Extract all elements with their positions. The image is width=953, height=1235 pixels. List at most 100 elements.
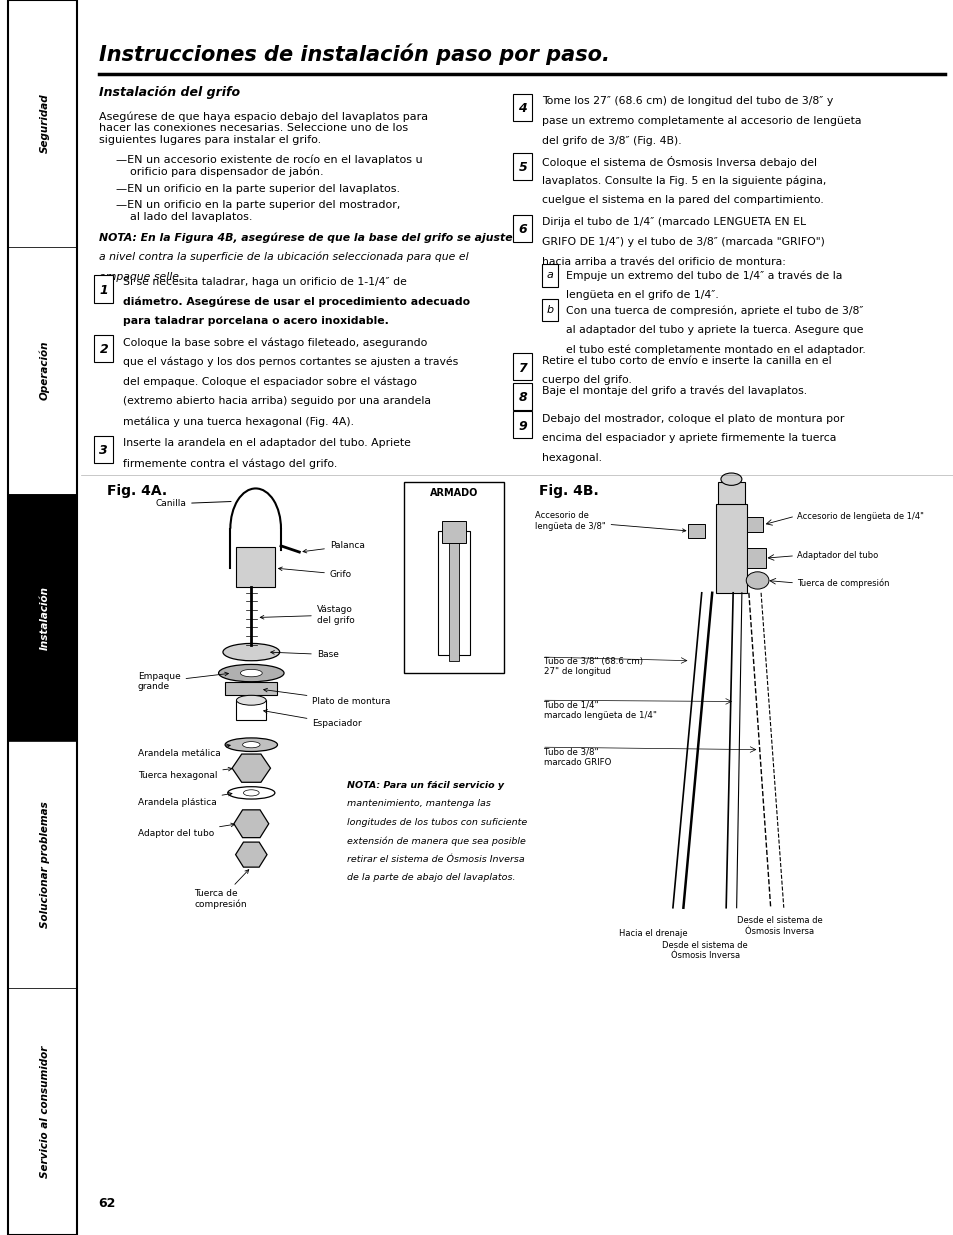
Text: NOTA: Para un fácil servicio y: NOTA: Para un fácil servicio y xyxy=(347,781,504,789)
Text: longitudes de los tubos con suficiente: longitudes de los tubos con suficiente xyxy=(347,818,527,826)
Text: 3: 3 xyxy=(99,445,108,457)
Text: Adaptador del tubo: Adaptador del tubo xyxy=(796,551,877,561)
Bar xyxy=(8,988,77,1235)
Text: Dirija el tubo de 1/4″ (marcado LENGUETA EN EL: Dirija el tubo de 1/4″ (marcado LENGUETA… xyxy=(541,217,805,227)
Bar xyxy=(513,411,532,438)
Bar xyxy=(8,247,77,494)
Bar xyxy=(746,517,762,532)
Text: Palanca: Palanca xyxy=(303,541,364,553)
Ellipse shape xyxy=(218,664,284,682)
Text: Canilla: Canilla xyxy=(155,499,231,509)
Text: del empaque. Coloque el espaciador sobre el vástago: del empaque. Coloque el espaciador sobre… xyxy=(123,377,416,388)
Text: Baje el montaje del grifo a través del lavaplatos.: Baje el montaje del grifo a través del l… xyxy=(541,385,806,396)
Text: b: b xyxy=(546,305,553,315)
Ellipse shape xyxy=(225,737,277,751)
Text: ARMADO: ARMADO xyxy=(429,488,477,498)
Bar xyxy=(94,335,113,362)
Text: (extremo abierto hacia arriba) seguido por una arandela: (extremo abierto hacia arriba) seguido p… xyxy=(123,396,431,406)
Text: Tubo de 3/8"
marcado GRIFO: Tubo de 3/8" marcado GRIFO xyxy=(543,747,611,767)
Text: 1: 1 xyxy=(99,284,108,296)
Text: metálica y una tuerca hexagonal (Fig. 4A).: metálica y una tuerca hexagonal (Fig. 4A… xyxy=(123,416,354,427)
Polygon shape xyxy=(233,810,269,837)
Text: encima del espaciador y apriete firmemente la tuerca: encima del espaciador y apriete firmemen… xyxy=(541,433,836,443)
Text: pase un extremo completamente al accesorio de lengüeta: pase un extremo completamente al accesor… xyxy=(541,116,861,126)
Bar xyxy=(687,524,704,538)
Text: Empuje un extremo del tubo de 1/4″ a través de la: Empuje un extremo del tubo de 1/4″ a tra… xyxy=(565,270,841,282)
Bar xyxy=(441,521,466,543)
Text: —EN un orificio en la parte superior del lavaplatos.: —EN un orificio en la parte superior del… xyxy=(116,184,399,194)
Text: del grifo de 3/8″ (Fig. 4B).: del grifo de 3/8″ (Fig. 4B). xyxy=(541,136,680,146)
Bar xyxy=(513,215,532,242)
Bar xyxy=(513,153,532,180)
Text: firmemente contra el vástago del grifo.: firmemente contra el vástago del grifo. xyxy=(123,458,337,469)
Text: Tuerca hexagonal: Tuerca hexagonal xyxy=(137,767,232,781)
Text: Grifo: Grifo xyxy=(278,567,352,579)
Text: Solucionar problemas: Solucionar problemas xyxy=(40,802,50,927)
Text: Inserte la arandela en el adaptador del tubo. Apriete: Inserte la arandela en el adaptador del … xyxy=(123,438,411,448)
Ellipse shape xyxy=(745,572,768,589)
Text: de la parte de abajo del lavaplatos.: de la parte de abajo del lavaplatos. xyxy=(347,873,516,882)
Text: Tubo de 3/8" (68.6 cm)
27" de longitud: Tubo de 3/8" (68.6 cm) 27" de longitud xyxy=(543,657,642,677)
Text: Seguridad: Seguridad xyxy=(40,94,50,153)
Ellipse shape xyxy=(223,643,279,661)
Text: Fig. 4A.: Fig. 4A. xyxy=(107,484,167,498)
Text: cuerpo del grifo.: cuerpo del grifo. xyxy=(541,375,631,385)
Text: hexagonal.: hexagonal. xyxy=(541,453,601,463)
Text: al adaptador del tubo y apriete la tuerca. Asegure que: al adaptador del tubo y apriete la tuerc… xyxy=(565,325,862,335)
Bar xyxy=(94,436,113,463)
Bar xyxy=(404,482,504,673)
Text: Tuerca de
compresión: Tuerca de compresión xyxy=(194,869,249,909)
Bar xyxy=(513,94,532,121)
Text: GRIFO DE 1/4″) y el tubo de 3/8″ (marcada "GRIFO"): GRIFO DE 1/4″) y el tubo de 3/8″ (marcad… xyxy=(541,237,824,247)
Text: hacia arriba a través del orificio de montura:: hacia arriba a través del orificio de mo… xyxy=(541,257,785,267)
Text: Espaciador: Espaciador xyxy=(263,710,361,729)
Text: mantenimiento, mantenga las: mantenimiento, mantenga las xyxy=(347,799,491,808)
Text: el tubo esté completamente montado en el adaptador.: el tubo esté completamente montado en el… xyxy=(565,345,864,356)
Text: Plato de montura: Plato de montura xyxy=(263,688,391,706)
Text: Instalación del grifo: Instalación del grifo xyxy=(98,86,239,100)
Polygon shape xyxy=(235,842,267,867)
Bar xyxy=(8,0,77,1235)
Text: Empaque
grande: Empaque grande xyxy=(137,672,228,692)
Text: que el vástago y los dos pernos cortantes se ajusten a través: que el vástago y los dos pernos cortante… xyxy=(123,357,457,368)
Bar xyxy=(513,383,532,410)
Text: 62: 62 xyxy=(98,1197,116,1210)
Text: Desde el sistema de
Ósmosis Inversa: Desde el sistema de Ósmosis Inversa xyxy=(736,916,821,936)
Text: —EN un orificio en la parte superior del mostrador,
    al lado del lavaplatos.: —EN un orificio en la parte superior del… xyxy=(116,200,400,221)
Text: Vástago
del grifo: Vástago del grifo xyxy=(260,605,355,625)
Text: Coloque el sistema de Ósmosis Inversa debajo del: Coloque el sistema de Ósmosis Inversa de… xyxy=(541,156,816,168)
Polygon shape xyxy=(232,755,271,782)
Text: Servicio al consumidor: Servicio al consumidor xyxy=(40,1045,50,1178)
Bar xyxy=(448,525,458,661)
Ellipse shape xyxy=(240,669,262,677)
Text: cuelgue el sistema en la pared del compartimiento.: cuelgue el sistema en la pared del compa… xyxy=(541,195,822,205)
Text: Operación: Operación xyxy=(39,341,50,400)
Text: extensión de manera que sea posible: extensión de manera que sea posible xyxy=(347,836,526,846)
Bar xyxy=(225,682,277,695)
Text: 8: 8 xyxy=(517,391,527,404)
Text: Arandela plástica: Arandela plástica xyxy=(137,793,232,808)
Text: —EN un accesorio existente de rocío en el lavaplatos u
    orificio para dispens: —EN un accesorio existente de rocío en e… xyxy=(116,154,422,177)
Text: Si se necesita taladrar, haga un orificio de 1-1/4″ de: Si se necesita taladrar, haga un orifici… xyxy=(123,277,406,287)
Text: empaque selle.: empaque selle. xyxy=(98,272,182,282)
Text: 9: 9 xyxy=(517,420,527,432)
Ellipse shape xyxy=(720,473,741,485)
Bar xyxy=(236,547,274,587)
Text: Accesorio de
lengüeta de 3/8": Accesorio de lengüeta de 3/8" xyxy=(535,511,685,532)
Text: a nivel contra la superficie de la ubicación seleccionada para que el: a nivel contra la superficie de la ubica… xyxy=(98,252,468,263)
Bar xyxy=(513,353,532,380)
Text: Accesorio de lengüeta de 1/4": Accesorio de lengüeta de 1/4" xyxy=(796,511,923,521)
Bar xyxy=(541,299,558,321)
Bar xyxy=(541,264,558,287)
Bar xyxy=(437,531,469,655)
Bar xyxy=(715,504,746,593)
Text: Base: Base xyxy=(271,650,338,659)
Text: Retire el tubo corto de envío e inserte la canilla en el: Retire el tubo corto de envío e inserte … xyxy=(541,356,831,366)
Text: Con una tuerca de compresión, apriete el tubo de 3/8″: Con una tuerca de compresión, apriete el… xyxy=(565,305,862,316)
Text: lavaplatos. Consulte la Fig. 5 en la siguiente página,: lavaplatos. Consulte la Fig. 5 en la sig… xyxy=(541,175,825,186)
Text: retirar el sistema de Ósmosis Inversa: retirar el sistema de Ósmosis Inversa xyxy=(347,855,524,863)
Ellipse shape xyxy=(242,741,260,747)
Text: Instalación: Instalación xyxy=(40,585,50,650)
Text: 4: 4 xyxy=(517,103,527,115)
Text: para taladrar porcelana o acero inoxidable.: para taladrar porcelana o acero inoxidab… xyxy=(123,316,389,326)
